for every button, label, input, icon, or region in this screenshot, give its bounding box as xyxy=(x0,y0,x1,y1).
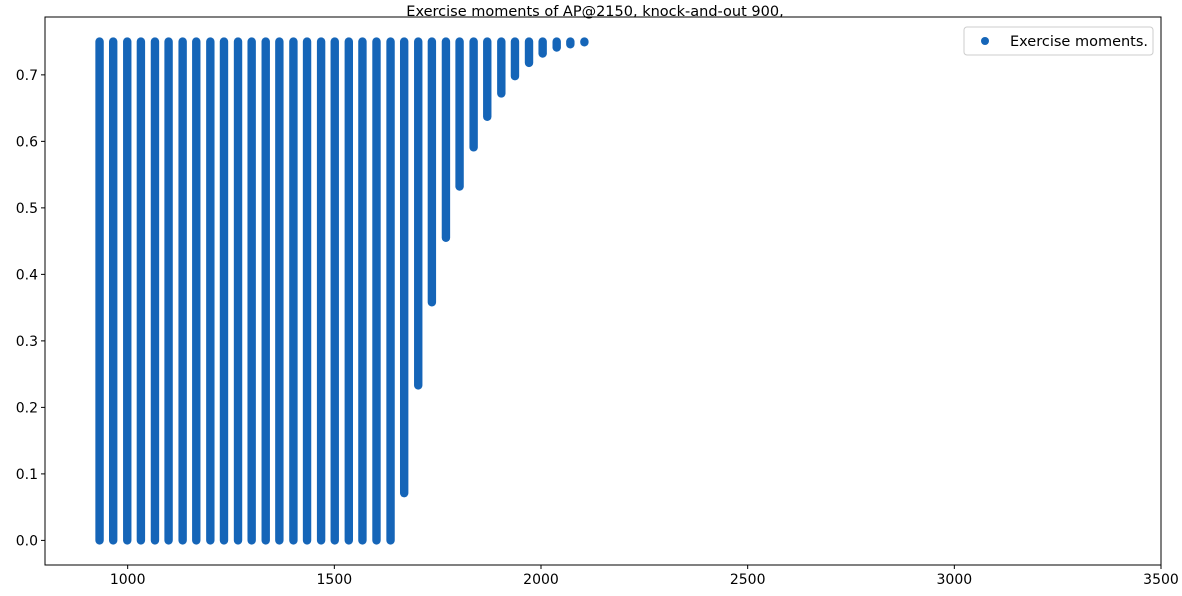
y-axis: 0.0 0.1 0.2 0.3 0.4 0.5 0.6 0.7 xyxy=(16,68,45,549)
y-tick-label: 0.2 xyxy=(16,400,38,416)
x-tick-label: 2000 xyxy=(523,572,559,588)
y-tick-label: 0.6 xyxy=(16,134,38,150)
x-tick-label: 1000 xyxy=(110,572,146,588)
chart-title: Exercise moments of AP@2150, knock-and-o… xyxy=(406,4,783,20)
legend-label: Exercise moments. xyxy=(1010,34,1148,50)
x-tick-label: 2500 xyxy=(730,572,766,588)
y-tick-label: 0.1 xyxy=(16,467,38,483)
x-tick-label: 1500 xyxy=(317,572,353,588)
y-tick-label: 0.7 xyxy=(16,68,38,84)
legend-marker xyxy=(981,37,989,45)
data-marks xyxy=(95,37,589,545)
y-tick-label: 0.5 xyxy=(16,201,38,217)
y-tick-label: 0.0 xyxy=(16,533,38,549)
x-axis: 1000 1500 2000 2500 3000 3500 xyxy=(110,565,1179,588)
legend-box xyxy=(963,26,1154,56)
legend: Exercise moments. xyxy=(963,26,1154,56)
y-tick-label: 0.3 xyxy=(16,334,38,350)
x-tick-label: 3500 xyxy=(1143,572,1179,588)
x-tick-label: 3000 xyxy=(937,572,973,588)
y-tick-label: 0.4 xyxy=(16,267,38,283)
plot-frame xyxy=(44,16,1162,566)
